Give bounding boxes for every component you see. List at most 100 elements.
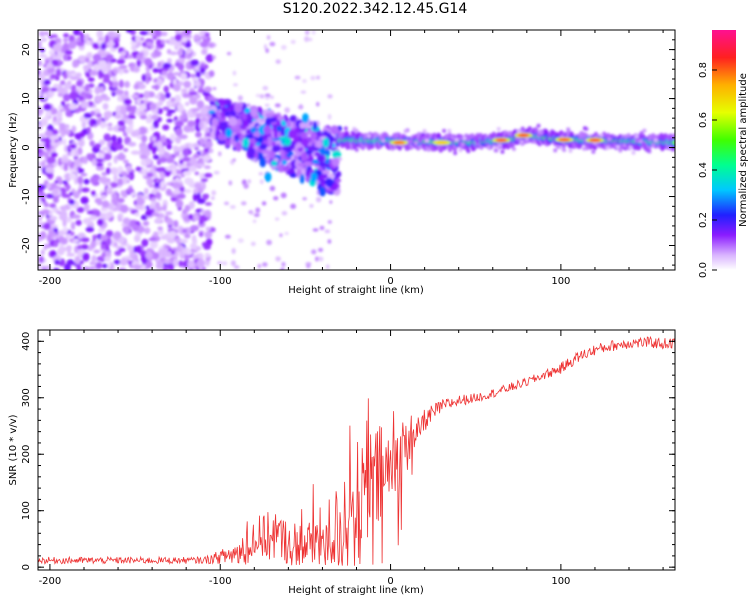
spectrogram-cell — [51, 188, 60, 197]
spectrogram-cell — [92, 234, 99, 240]
spectrogram-cell — [162, 62, 172, 69]
spectrogram-cell — [115, 111, 121, 116]
spectrogram-cell — [57, 230, 65, 237]
spectrogram-cell — [299, 173, 305, 184]
spectrogram-cell — [63, 163, 69, 172]
spectrogram-cell — [90, 240, 97, 249]
spectrogram-cell — [591, 149, 596, 154]
spectrogram-cell — [135, 35, 141, 43]
spectrogram-cell — [280, 192, 287, 199]
snr-x-tick-label: 0 — [387, 576, 393, 587]
spectrogram-cell — [172, 190, 182, 195]
spectrogram-cell — [106, 41, 115, 47]
spectrogram-cell — [615, 144, 620, 149]
spectrogram-cell — [162, 265, 169, 270]
spectrogram-cell — [152, 154, 160, 160]
spectrogram-cell — [76, 206, 85, 213]
spectrogram-x-tick-label: -100 — [209, 276, 232, 287]
spectrogram-cell — [237, 95, 243, 101]
spectrogram-cell — [276, 125, 282, 132]
spectrogram-cell — [86, 126, 91, 134]
spectrogram-cell — [454, 137, 459, 142]
spectrogram-cell — [245, 115, 254, 122]
spectrogram-cell — [299, 122, 306, 129]
spectrogram-cell — [43, 222, 51, 230]
spectrogram-cell — [72, 238, 80, 243]
spectrogram-cell — [169, 133, 176, 142]
spectrogram-cell — [141, 171, 147, 177]
spectrogram-cell — [269, 185, 276, 192]
spectrogram-cell — [291, 115, 297, 122]
spectrogram-cell — [113, 32, 120, 38]
spectrogram-cell — [495, 138, 508, 142]
spectrogram-cell — [89, 70, 98, 76]
spectrogram-cell — [645, 148, 650, 153]
spectrogram-cell — [205, 238, 213, 247]
spectrogram-cell — [448, 148, 453, 153]
spectrogram-cell — [145, 205, 150, 210]
spectrogram-cell — [163, 85, 170, 93]
spectrogram-cell — [310, 171, 318, 182]
spectrogram-cell — [255, 93, 261, 98]
spectrogram-cell — [435, 141, 448, 145]
spectrogram-cell — [156, 77, 163, 87]
spectrogram-cell — [166, 236, 176, 244]
spectrogram-cell — [558, 138, 571, 142]
spectrogram-cell — [72, 61, 79, 68]
spectrogram-cell — [287, 129, 297, 139]
spectrogram-cell — [642, 128, 647, 133]
spectrogram-cell — [172, 78, 177, 86]
spectrogram-cell — [293, 136, 301, 142]
spectrogram-cell — [259, 94, 265, 99]
spectrogram-cell — [460, 142, 465, 147]
spectrogram-cell — [155, 192, 162, 199]
snr-x-tick-label: 100 — [551, 576, 570, 587]
spectrogram-cell — [168, 37, 175, 46]
spectrogram-cell — [111, 91, 116, 97]
spectrogram-cell — [101, 172, 108, 176]
spectrogram-cell — [300, 151, 308, 162]
spectrogram-cell — [230, 260, 236, 267]
spectrogram-cell — [250, 108, 258, 117]
spectrogram-cell — [125, 118, 134, 125]
spectrogram-cell — [200, 41, 209, 48]
spectrogram-cell — [44, 140, 51, 150]
spectrogram-cell — [195, 131, 202, 138]
spectrogram-cell — [327, 239, 332, 244]
spectrogram-cell — [134, 129, 141, 134]
spectrogram-cell — [322, 173, 329, 179]
spectrogram-cell — [38, 69, 41, 76]
spectrogram-y-tick-label: -10 — [21, 188, 32, 204]
spectrogram-cell — [232, 70, 237, 76]
spectrogram-y-tick-label: 20 — [21, 43, 32, 56]
spectrogram-cell — [38, 148, 43, 155]
spectrogram-cell — [253, 152, 260, 159]
spectrogram-cell — [190, 224, 199, 232]
spectrogram-cell — [59, 205, 68, 211]
spectrogram-cell — [211, 190, 217, 196]
spectrogram-cell — [458, 148, 463, 153]
spectrogram-cell — [50, 73, 57, 80]
spectrogram-cell — [177, 49, 184, 57]
spectrogram-cell — [203, 38, 211, 43]
spectrogram-cell — [294, 75, 301, 80]
spectrogram-cell — [279, 233, 283, 238]
spectrogram-cell — [145, 41, 153, 47]
spectrogram-cell — [113, 155, 118, 164]
spectrogram-cell — [185, 34, 192, 39]
spectrogram-cell — [76, 80, 83, 87]
spectrogram-cell — [228, 180, 233, 186]
spectrogram-cell — [145, 210, 153, 217]
spectrogram-cell — [309, 204, 314, 208]
spectrogram-cell — [76, 264, 82, 270]
spectrogram-cell — [165, 92, 171, 99]
spectrogram-cell — [350, 130, 355, 135]
spectrogram-cell — [200, 106, 208, 115]
spectrogram-cell — [38, 60, 43, 67]
spectrogram-cell — [204, 140, 213, 149]
spectrogram-x-tick-label: -200 — [39, 276, 62, 287]
spectrogram-cell — [175, 199, 184, 208]
spectrogram-cell — [129, 250, 135, 258]
spectrogram-cell — [132, 264, 141, 270]
spectrogram-cell — [39, 48, 45, 53]
